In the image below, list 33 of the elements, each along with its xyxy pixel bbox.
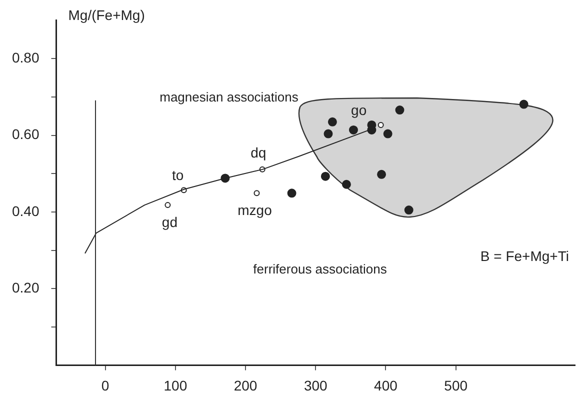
- annotation: mzgo: [238, 202, 272, 218]
- point: [377, 170, 386, 179]
- x-tick-label: 0: [101, 377, 110, 394]
- point: [519, 100, 528, 109]
- point: [348, 125, 358, 134]
- x-tick-label: 100: [164, 377, 188, 394]
- x-tick-label: 500: [444, 377, 468, 394]
- y-tick-label: 0.60: [12, 126, 40, 142]
- annotation: dq: [250, 144, 266, 160]
- annotation: gd: [162, 214, 178, 230]
- annotation: to: [172, 166, 184, 183]
- point: [378, 122, 384, 128]
- y-axis-title: Mg/(Fe+Mg): [68, 6, 145, 23]
- point: [287, 188, 296, 198]
- point: [383, 129, 392, 138]
- point: [404, 206, 414, 215]
- annotation: go: [351, 102, 367, 118]
- annotation: magnesian associations: [160, 90, 299, 105]
- point: [164, 202, 171, 208]
- y-tick-label: 0.20: [12, 279, 40, 296]
- point: [320, 172, 330, 181]
- y-tick-label: 0.40: [12, 202, 40, 219]
- point: [342, 180, 351, 189]
- point: [328, 117, 337, 126]
- point: [254, 190, 260, 196]
- x-tick-label: 400: [374, 377, 398, 394]
- point: [324, 129, 333, 138]
- x-tick-label: 200: [234, 377, 258, 394]
- annotation: ferriferous associations: [253, 262, 388, 277]
- x-axis-title: B = Fe+Mg+Ti: [480, 248, 569, 264]
- x-tick-label: 300: [304, 377, 328, 394]
- point: [395, 106, 404, 115]
- y-tick-label: 0.80: [12, 50, 40, 66]
